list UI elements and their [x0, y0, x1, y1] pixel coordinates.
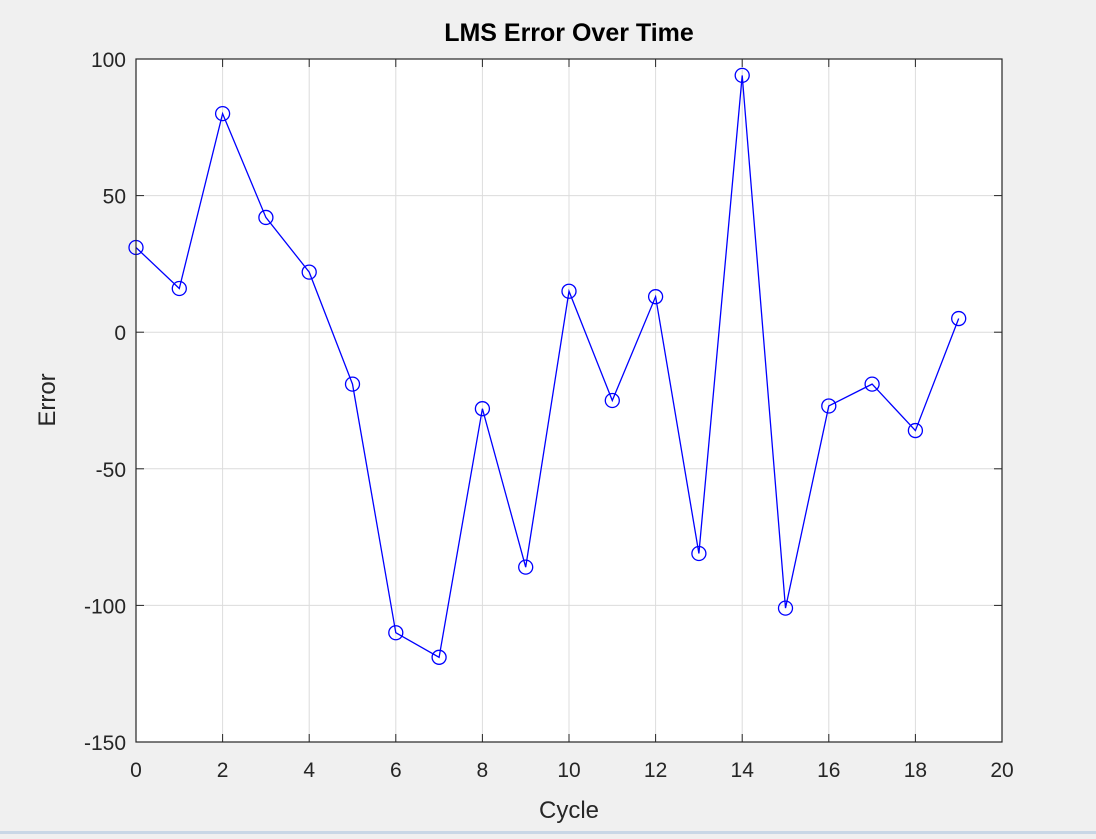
data-point	[344, 376, 361, 392]
y-tick-label: -100	[84, 595, 126, 618]
y-tick-label: -50	[96, 459, 126, 482]
y-tick-label: -150	[84, 732, 126, 755]
y-tick-label: 100	[91, 49, 126, 72]
tick-marks	[135, 58, 1003, 743]
x-tick-label: 18	[904, 759, 927, 782]
x-tick-label: 20	[990, 759, 1013, 782]
y-axis-label: Error	[34, 373, 61, 426]
data-point	[691, 545, 707, 562]
x-tick-label: 16	[817, 759, 840, 782]
figure-bottom-edge	[0, 831, 1096, 834]
data-point	[951, 310, 967, 327]
data-point	[561, 283, 577, 299]
x-tick-labels: 0 2 4 6 8 10 12 14 16 18 20	[130, 759, 1014, 782]
data-point	[864, 376, 880, 392]
x-tick-label: 10	[557, 759, 580, 782]
data-point	[431, 649, 447, 665]
y-tick-label: 0	[114, 322, 126, 345]
data-point	[907, 422, 924, 439]
x-tick-label: 8	[477, 759, 489, 782]
data-point	[171, 280, 187, 297]
data-point	[734, 67, 750, 84]
data-point	[474, 401, 491, 417]
y-tick-label: 50	[103, 186, 126, 209]
x-tick-label: 12	[644, 759, 667, 782]
series-line	[135, 75, 960, 659]
x-axis-label: Cycle	[539, 797, 599, 824]
series-layer	[128, 67, 967, 665]
chart-title: LMS Error Over Time	[444, 19, 694, 47]
y-tick-labels: -150 -100 -50 0 50 100	[84, 49, 126, 755]
data-point	[604, 392, 620, 409]
data-point	[258, 209, 274, 226]
x-tick-label: 2	[217, 759, 229, 782]
x-tick-label: 14	[731, 759, 755, 782]
data-point	[388, 625, 404, 641]
data-point	[301, 264, 317, 280]
data-point	[518, 559, 534, 575]
data-point	[647, 289, 664, 305]
x-tick-label: 4	[303, 759, 315, 782]
x-tick-label: 6	[390, 759, 402, 782]
data-point	[777, 600, 794, 616]
data-point	[821, 398, 837, 414]
x-tick-label: 0	[130, 759, 142, 782]
data-point	[214, 105, 231, 122]
